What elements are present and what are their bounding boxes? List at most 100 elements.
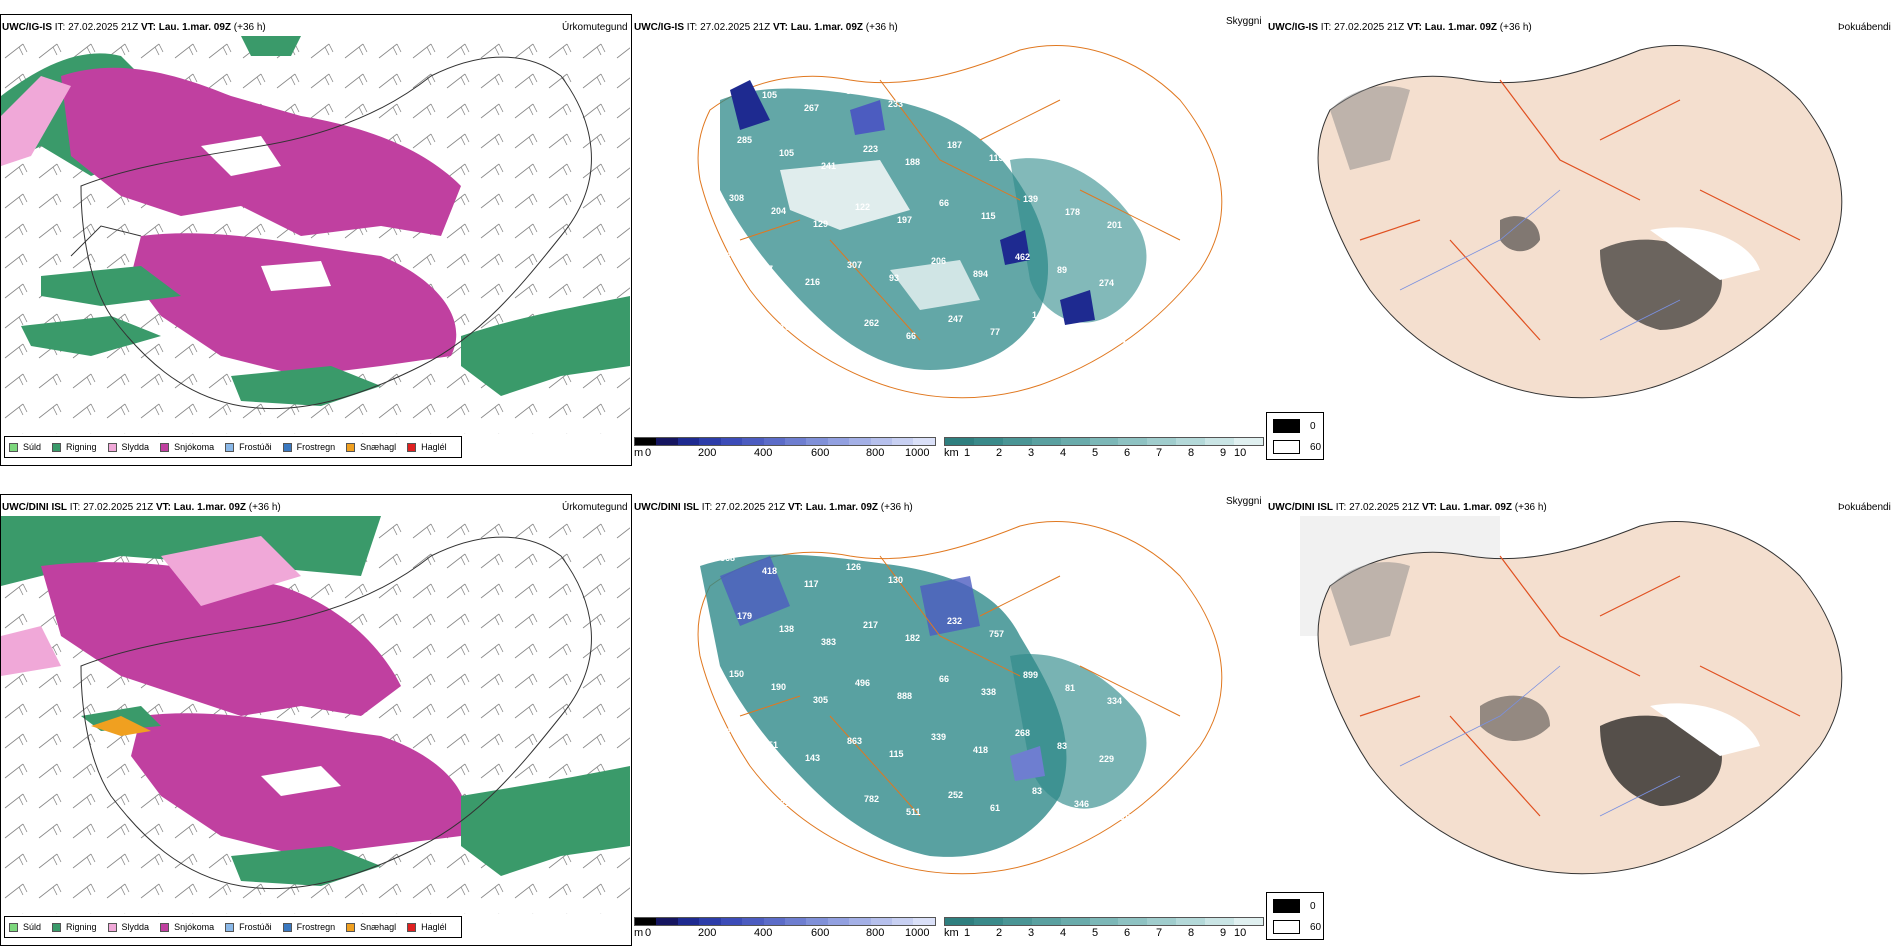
ceiling-value-label: 383 [821, 637, 836, 647]
ceiling-map-2: 368 418 117 126 130 195 164 947 310 140 179 138 383 2… [697, 521, 1223, 879]
ceiling-value-label: 105 [779, 148, 794, 158]
fog-header-1: UWC/IG-IS IT: 27.02.2025 21Z VT: Lau. 1.… [1268, 22, 1532, 33]
precip-title-1: Úrkomutegund [562, 22, 628, 33]
ceiling-value-label: 232 [822, 811, 837, 821]
ceiling-value-label: 121 [1031, 612, 1046, 622]
ceiling-value-label: 126 [846, 562, 861, 572]
ceiling-ticks-1: m 0 200 400 600 800 1000 [634, 447, 930, 459]
ceiling-value-label: 127 [721, 727, 736, 737]
ceiling-colorbar-1 [634, 437, 936, 446]
ceiling-value-label: 241 [821, 161, 836, 171]
legend-item: Frostúði [225, 922, 272, 932]
ceiling-value-label: 179 [737, 611, 752, 621]
ceiling-title-1: Skyggni [1226, 16, 1262, 27]
ceiling-value-label: 140 [1098, 580, 1113, 590]
ceiling-value-label: 66 [906, 331, 916, 341]
ceiling-value-label: 262 [864, 318, 879, 328]
ceiling-value-label: 81 [846, 86, 856, 96]
legend-item: Snæhagl [346, 442, 396, 452]
vis-ticks-2: km 1 2 3 4 5 6 7 8 9 10 [944, 927, 1247, 939]
ceiling-value-label: 150 [729, 669, 744, 679]
ceiling-value-label: 206 [931, 256, 946, 266]
ceiling-value-label: 232 [947, 616, 962, 626]
ceiling-title-2: Skyggni [1226, 496, 1262, 507]
fog-legend-1: 0 60 [1266, 412, 1324, 460]
row-2: UWC/DINI ISL IT: 27.02.2025 21Z VT: Lau.… [0, 480, 1900, 950]
ceiling-value-label: 491 [1115, 162, 1130, 172]
ceiling-value-label: 169 [780, 322, 795, 332]
precip-map-2 [1, 516, 630, 914]
fog-title-1: Þokuábendi [1838, 22, 1891, 33]
ceiling-value-label: 187 [947, 140, 962, 150]
ceiling-value-label: 338 [981, 687, 996, 697]
vis-colorbar-2 [944, 917, 1264, 926]
ceiling-value-label: 511 [906, 807, 921, 817]
ceiling-value-label: 428 [730, 843, 745, 853]
precip-type-panel-2 [0, 494, 632, 946]
ceiling-value-label: 201 [1107, 220, 1122, 230]
ceiling-value-label: 782 [864, 794, 879, 804]
legend-item: Snjókoma [160, 442, 214, 452]
ceiling-value-label: 93 [889, 273, 899, 283]
legend-item: Frostregn [282, 442, 335, 452]
ceiling-header-2: UWC/DINI ISL IT: 27.02.2025 21Z VT: Lau.… [634, 502, 913, 513]
ceiling-value-label: 151 [763, 740, 778, 750]
ceiling-value-label: 197 [897, 215, 912, 225]
ceiling-value-label: 339 [931, 732, 946, 742]
fog-header-2: UWC/DINI ISL IT: 27.02.2025 21Z VT: Lau.… [1268, 502, 1547, 513]
ceiling-value-label: 131 [772, 856, 787, 866]
ceiling-value-label: 77 [990, 327, 1000, 337]
ceiling-value-label: 267 [804, 103, 819, 113]
ceiling-value-label: 462 [1015, 252, 1030, 262]
ceiling-value-label: 252 [948, 790, 963, 800]
ceiling-value-label: 310 [1056, 567, 1071, 577]
ceiling-value-label: 147 [1032, 310, 1047, 320]
ceiling-value-label: 346 [1074, 799, 1089, 809]
precip-legend-2: Súld Rigning Slydda Snjókoma Frostúði Fr… [4, 916, 462, 938]
ceiling-value-label: 89 [1057, 265, 1067, 275]
ceiling-value-label: 210 [780, 798, 795, 808]
ceiling-value-label: 24 [1116, 336, 1126, 346]
legend-item: Snæhagl [346, 922, 396, 932]
ceiling-value-label: 434 [1073, 149, 1088, 159]
ceiling-value-label: 195 [930, 558, 945, 568]
legend-item: Haglél [407, 442, 447, 452]
legend-item: Frostregn [282, 922, 335, 932]
ceiling-value-label: 107 [930, 82, 945, 92]
ceiling-value-label: 206 [1014, 78, 1029, 88]
ceiling-value-label: 368 [720, 553, 735, 563]
ceiling-value-label: 415 [738, 785, 753, 795]
legend-item: Rigning [52, 442, 97, 452]
ceiling-value-label: 138 [779, 624, 794, 634]
ceiling-value-label: 376 [1073, 625, 1088, 635]
precip-title-2: Úrkomutegund [562, 502, 628, 513]
ceiling-value-label: 305 [813, 695, 828, 705]
ceiling-value-label: 947 [1014, 554, 1029, 564]
ceiling-value-label: 899 [1023, 670, 1038, 680]
ceiling-value-label: 262 [814, 869, 829, 879]
ceiling-value-label: 757 [989, 629, 1004, 639]
ceiling-value-label: 122 [855, 202, 870, 212]
ceiling-colorbar-2 [634, 917, 936, 926]
legend-item: Súld [9, 442, 41, 452]
ceiling-value-label: 139 [1023, 194, 1038, 204]
ceiling-value-label: 496 [855, 678, 870, 688]
precip-type-panel-1 [0, 14, 632, 466]
ceiling-value-label: 418 [762, 566, 777, 576]
ceiling-value-label: 117 [804, 579, 819, 589]
ceiling-value-label: 61 [990, 803, 1000, 813]
ceiling-value-label: 118 [1098, 104, 1113, 114]
ceiling-value-label: 143 [805, 753, 820, 763]
ceiling-value-label: 308 [729, 193, 744, 203]
legend-item: Slydda [107, 922, 149, 932]
ceiling-value-label: 182 [905, 633, 920, 643]
precip-legend-1: Súld Rigning Slydda Snjókoma Frostúði Fr… [4, 436, 462, 458]
legend-item: Rigning [52, 922, 97, 932]
fog-map-2 [1300, 516, 1843, 875]
ceiling-value-label: 888 [897, 691, 912, 701]
ceiling-value-label: 66 [939, 674, 949, 684]
legend-item: Haglél [407, 922, 447, 932]
ceiling-value-label: 83 [1057, 741, 1067, 751]
ceiling-value-label: 863 [847, 736, 862, 746]
precip-map-1 [1, 36, 630, 434]
